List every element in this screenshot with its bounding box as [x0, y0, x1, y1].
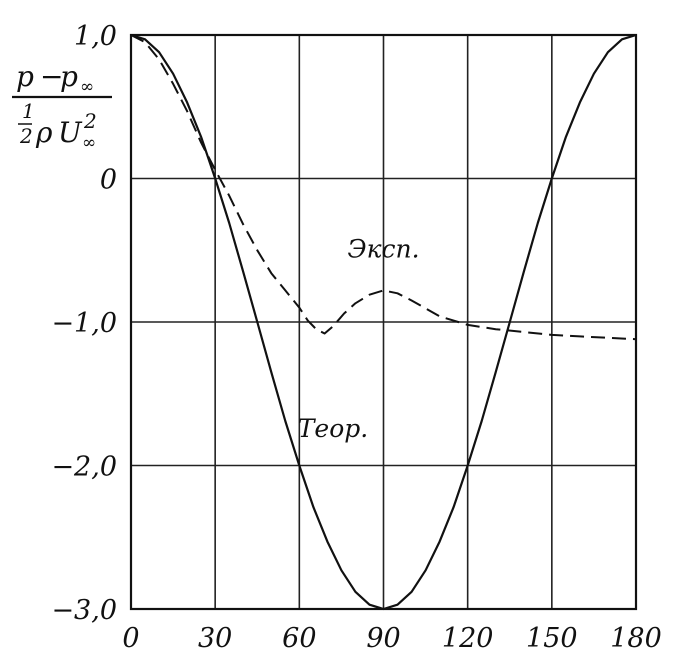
y-tick-label-4: −3,0 — [51, 595, 117, 626]
series-label-1: Эксп. — [347, 234, 419, 263]
ylabel-half-den: 2 — [19, 124, 33, 148]
x-tick-label-3: 90 — [366, 623, 400, 654]
x-tick-label-6: 180 — [610, 623, 662, 654]
series-group — [130, 33, 637, 611]
x-tick-label-2: 60 — [282, 623, 316, 654]
grid — [131, 35, 636, 609]
y-axis-label: p − p ∞ 1 2 ρ U 2 ∞ — [12, 60, 112, 153]
ylabel-numerator-sub: ∞ — [80, 77, 94, 97]
x-tick-label-0: 0 — [122, 623, 139, 654]
x-tick-label-1: 30 — [198, 623, 232, 654]
x-tick-label-5: 150 — [526, 623, 578, 654]
ylabel-u-sub: ∞ — [82, 133, 96, 153]
ylabel-numerator-minus: − — [40, 60, 63, 93]
ylabel-exp: 2 — [83, 109, 97, 133]
y-tick-label-3: −2,0 — [51, 452, 117, 483]
series-labels: Теор. Эксп. — [298, 234, 420, 442]
y-tick-label-1: 0 — [100, 165, 117, 196]
y-axis-ticks: 1,0 0 −1,0 −2,0 −3,0 — [51, 21, 117, 626]
ylabel-numerator-p1: p — [16, 60, 34, 93]
series-label-0: Теор. — [298, 414, 368, 443]
ylabel-u: U — [58, 116, 83, 149]
series-line-0 — [130, 33, 637, 611]
x-axis-ticks: 0 30 60 90 120 150 180 — [122, 623, 661, 654]
ylabel-rho: ρ — [35, 116, 53, 149]
ylabel-half-num: 1 — [22, 99, 35, 123]
x-tick-label-4: 120 — [442, 623, 494, 654]
series-line-1 — [130, 34, 637, 341]
y-tick-label-0: 1,0 — [74, 21, 117, 52]
y-tick-label-2: −1,0 — [51, 308, 117, 339]
ylabel-numerator-p2: p — [60, 60, 78, 93]
